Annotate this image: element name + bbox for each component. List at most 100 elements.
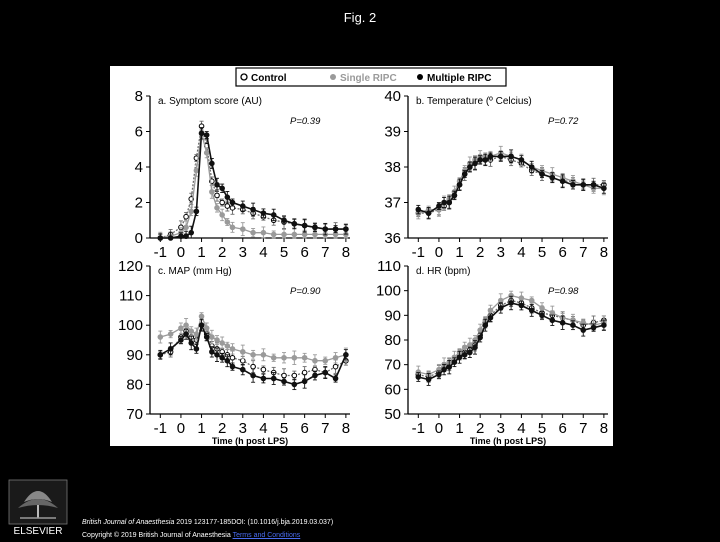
y-tick-label: 70 (384, 357, 401, 374)
data-point-multiple (549, 317, 556, 324)
data-point-single (183, 224, 189, 231)
data-point-single (312, 357, 318, 364)
data-point-single (224, 343, 231, 349)
data-point-single (219, 212, 225, 218)
data-point-multiple (482, 157, 489, 163)
x-tick-label: -1 (154, 420, 167, 437)
series-line-single (160, 133, 346, 239)
data-point-multiple (467, 164, 473, 170)
x-tick-label: 6 (558, 420, 566, 437)
legend-label-single: Single RIPC (340, 73, 397, 84)
legend-label-control: Control (251, 73, 287, 84)
data-point-control (281, 372, 287, 379)
data-point-multiple (441, 366, 447, 373)
data-point-multiple (281, 217, 287, 224)
data-point-single (312, 231, 318, 238)
data-point-control (224, 203, 231, 209)
data-point-single (219, 340, 225, 346)
citation: British Journal of Anaesthesia 2019 1231… (82, 516, 333, 542)
data-point-single (260, 352, 267, 358)
data-point-multiple (198, 322, 205, 329)
legend-label-multiple: Multiple RIPC (427, 73, 491, 84)
data-point-multiple (601, 322, 607, 329)
data-point-control (291, 372, 298, 379)
y-tick-label: 38 (384, 159, 401, 176)
x-tick-label: 3 (239, 420, 247, 437)
citation-doi: 2019 123177-185DOI: (10.1016/j.bja.2019.… (174, 519, 334, 526)
data-point-multiple (270, 375, 277, 382)
x-tick-label: 1 (455, 244, 463, 261)
data-point-single (260, 229, 267, 236)
data-point-single (183, 322, 189, 329)
y-tick-label: 2 (135, 195, 143, 212)
x-tick-label: 8 (600, 244, 608, 261)
x-tick-label: 1 (197, 420, 205, 437)
x-tick-label: 1 (455, 420, 463, 437)
data-point-multiple (518, 302, 525, 309)
data-point-multiple (193, 346, 200, 352)
x-tick-label: 7 (321, 244, 329, 261)
data-point-multiple (209, 349, 215, 355)
x-tick-label: 2 (218, 420, 226, 437)
data-point-single (332, 354, 339, 361)
data-point-control (183, 213, 189, 220)
y-tick-label: 70 (126, 406, 143, 423)
x-tick-label: 7 (579, 244, 587, 261)
data-point-multiple (178, 337, 184, 343)
y-tick-label: 39 (384, 124, 401, 141)
x-tick-label: 4 (259, 244, 267, 261)
data-point-single (203, 325, 210, 331)
data-point-control (239, 357, 246, 364)
data-point-multiple (472, 344, 478, 351)
data-point-multiple (425, 210, 432, 216)
data-point-multiple (167, 346, 174, 352)
x-tick-label: 5 (538, 420, 546, 437)
x-tick-label: 4 (259, 420, 267, 437)
data-point-multiple (343, 352, 349, 358)
figure-title: Fig. 2 (343, 10, 377, 25)
data-point-single (322, 357, 329, 364)
panel-title: a. Symptom score (AU) (158, 96, 262, 107)
data-point-multiple (467, 349, 473, 356)
panel-title: b. Temperature (º Celcius) (416, 96, 532, 107)
y-tick-label: 110 (377, 258, 401, 275)
data-point-multiple (415, 374, 422, 380)
terms-link[interactable]: Terms and Conditions (232, 532, 301, 539)
x-tick-label: 0 (435, 420, 443, 437)
data-point-control (250, 363, 256, 370)
data-point-control (301, 369, 308, 376)
data-point-single (203, 150, 210, 156)
x-tick-label: -1 (412, 244, 425, 261)
y-tick-label: 6 (135, 124, 143, 141)
data-point-single (250, 352, 256, 358)
y-tick-label: 50 (384, 406, 401, 423)
data-point-single (250, 229, 256, 236)
data-point-multiple (291, 381, 298, 388)
data-point-multiple (157, 352, 164, 358)
x-tick-label: 8 (342, 420, 350, 437)
data-point-multiple (539, 171, 545, 177)
y-tick-label: 0 (135, 230, 143, 247)
data-point-single (291, 354, 298, 361)
data-point-single (281, 231, 287, 238)
data-point-single (229, 224, 236, 231)
data-point-multiple (549, 174, 556, 181)
legend-marker-single (330, 74, 336, 80)
x-tick-label: 6 (558, 244, 566, 261)
data-point-multiple (451, 359, 458, 366)
y-tick-label: 110 (119, 288, 143, 305)
panel-d: 50 60 70 80 90 100 110 -1 0 1 2 3 4 5 6 7 8 d. HR (bpm) P=… (376, 258, 608, 446)
y-tick-label: 37 (384, 195, 401, 212)
x-tick-label: 8 (342, 244, 350, 261)
data-point-multiple (528, 307, 535, 314)
x-tick-label: 4 (517, 244, 525, 261)
data-point-control (229, 354, 236, 361)
data-point-multiple (456, 181, 463, 188)
data-point-multiple (580, 327, 587, 333)
data-point-multiple (301, 222, 308, 229)
data-point-single (281, 354, 287, 361)
y-tick-label: 100 (118, 317, 143, 334)
data-point-multiple (497, 305, 504, 311)
data-point-multiple (446, 364, 453, 370)
